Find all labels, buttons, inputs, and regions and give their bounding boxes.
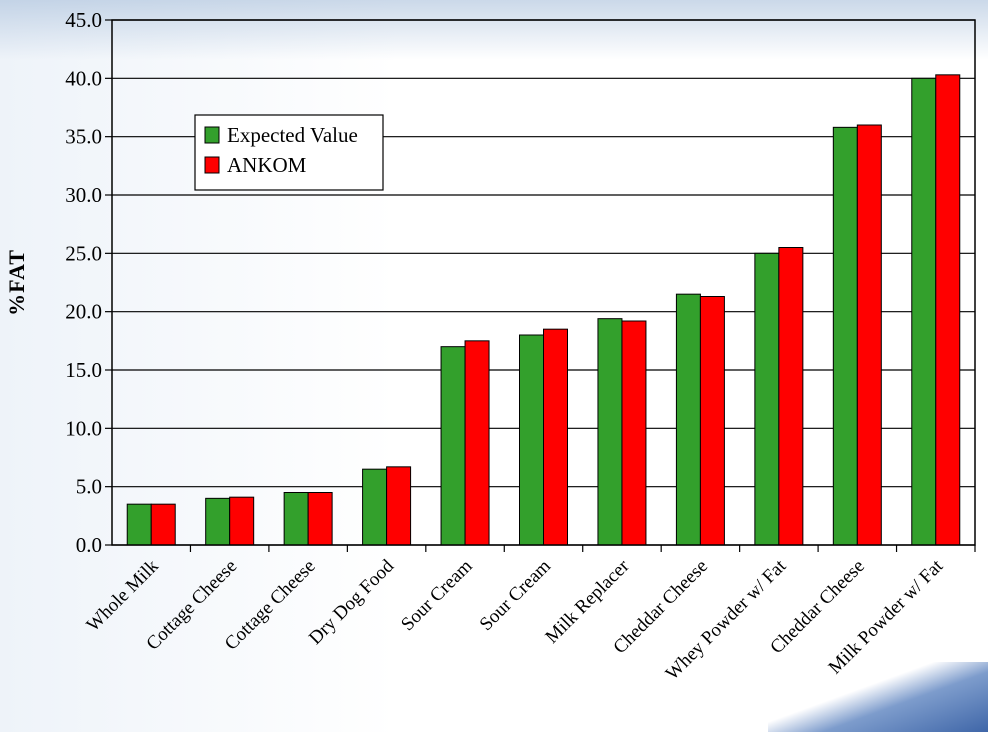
legend-label: ANKOM: [227, 153, 307, 177]
bar-expected: [126, 503, 152, 546]
bar-expected: [205, 497, 231, 546]
y-tick-label: 40.0: [65, 66, 102, 90]
x-tick-label: Whole Milk: [83, 555, 164, 636]
bar-expected: [440, 346, 466, 546]
bar-ankom: [464, 340, 490, 546]
y-axis-label: %FAT: [4, 249, 29, 316]
legend-box: [194, 114, 384, 191]
bar-expected: [754, 252, 780, 546]
x-tick-label: Sour Cream: [397, 556, 477, 636]
y-tick-label: 45.0: [65, 8, 102, 32]
bar-expected: [911, 77, 937, 546]
bar-expected: [519, 334, 544, 546]
bar-expected: [832, 126, 858, 546]
bar-expected: [675, 293, 701, 546]
bar-ankom: [229, 496, 255, 546]
bar-ankom: [935, 74, 961, 546]
y-tick-label: 20.0: [65, 300, 102, 324]
legend-swatch: [204, 156, 220, 174]
legend-swatch: [204, 126, 220, 144]
legend: Expected Value ANKOM: [194, 114, 384, 191]
y-tick-label: 10.0: [65, 416, 102, 440]
y-tick-labels: 0.0 5.0 10.0 15.0 20.0 25.0 30.0 35.0 40.0 45.0: [65, 8, 112, 557]
legend-label: Expected Value: [227, 123, 358, 147]
y-tick-label: 30.0: [65, 183, 102, 207]
background-swoosh-bottom: [768, 662, 988, 732]
background-swoosh-top: [0, 0, 988, 60]
bar-ankom: [543, 328, 568, 546]
bar-ankom: [150, 503, 176, 546]
x-tick-label: Dry Dog Food: [305, 555, 399, 649]
y-tick-label: 25.0: [65, 241, 102, 265]
bar-expected: [362, 468, 388, 546]
y-tick-label: 5.0: [76, 475, 102, 499]
bar-ankom: [778, 247, 804, 546]
x-tick-label: Sour Cream: [476, 556, 556, 636]
bar-expected: [597, 318, 623, 546]
y-tick-label: 35.0: [65, 125, 102, 149]
plot-frame: [111, 19, 976, 546]
bar-ankom: [307, 492, 333, 546]
y-tick-label: 0.0: [76, 533, 102, 557]
bars: [126, 74, 961, 546]
bar-ankom: [621, 320, 647, 546]
y-tick-label: 15.0: [65, 358, 102, 382]
bar-ankom: [856, 124, 882, 546]
bar-ankom: [699, 296, 725, 546]
bar-expected: [283, 492, 309, 546]
bar-ankom: [386, 466, 412, 546]
